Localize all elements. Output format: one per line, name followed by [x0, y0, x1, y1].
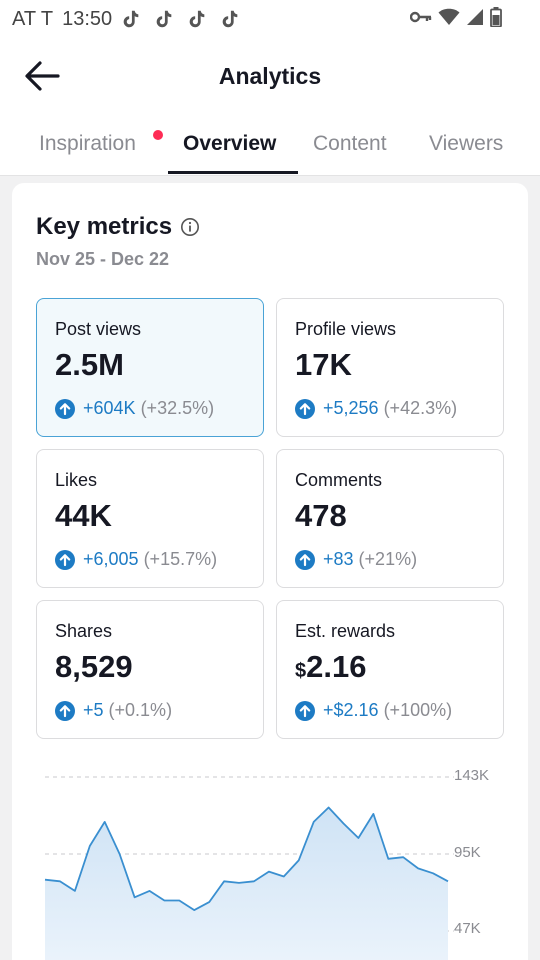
chart-svg [44, 776, 454, 960]
metric-value: 17K [295, 347, 352, 382]
tiktok-icon [189, 10, 205, 28]
metric-card-comments[interactable]: Comments 478 +83 (+21%) [276, 449, 504, 588]
info-icon[interactable] [180, 217, 200, 237]
tab-content[interactable]: Content [313, 132, 387, 155]
metric-card-likes[interactable]: Likes 44K +6,005 (+15.7%) [36, 449, 264, 588]
tab-viewers[interactable]: Viewers [429, 132, 504, 155]
metric-change: +604K (+32.5%) [55, 398, 214, 419]
metric-delta: +5,256 [323, 398, 379, 418]
arrow-up-circle-icon [295, 700, 315, 721]
tab-bar: Inspiration Overview Content Viewers [0, 120, 540, 176]
wifi-icon [438, 8, 460, 31]
metric-card-shares[interactable]: Shares 8,529 +5 (+0.1%) [36, 600, 264, 739]
chart-line [44, 806, 449, 911]
metric-value: 478 [295, 498, 347, 533]
metric-percent: (+15.7%) [143, 549, 218, 569]
metric-label: Shares [55, 621, 113, 641]
post-views-chart: 143K 95K 47K [12, 763, 528, 960]
arrow-up-circle-icon [295, 549, 315, 570]
tiktok-icon [156, 10, 172, 28]
metric-label: Post views [55, 319, 142, 339]
y-tick-label: 95K [454, 844, 481, 861]
metric-value: 2.5M [55, 347, 124, 382]
section-header: Key metrics [36, 213, 200, 241]
metric-percent: (+42.3%) [383, 398, 458, 418]
app-header-area: AT T 13:50 Analytics [0, 0, 540, 176]
metric-label: Likes [55, 470, 98, 490]
key-metrics-card: Key metrics Nov 25 - Dec 22 Post views 2… [12, 183, 528, 960]
clock: 13:50 [62, 7, 113, 30]
tab-inspiration[interactable]: Inspiration [39, 132, 136, 155]
metric-percent: (+0.1%) [108, 700, 173, 720]
status-right [404, 6, 502, 32]
metric-delta: +6,005 [83, 549, 139, 569]
tab-overview[interactable]: Overview [183, 132, 277, 155]
battery-icon [490, 6, 502, 32]
arrow-up-circle-icon [55, 549, 75, 570]
metric-change: +$2.16 (+100%) [295, 700, 452, 721]
metric-change: +5,256 (+42.3%) [295, 398, 457, 419]
metric-change: +6,005 (+15.7%) [55, 549, 217, 570]
metric-value: 8,529 [55, 649, 133, 684]
metric-card-post-views[interactable]: Post views 2.5M +604K (+32.5%) [36, 298, 264, 437]
page-title: Analytics [218, 63, 322, 89]
nav-bar: Analytics [0, 50, 540, 102]
arrow-up-circle-icon [55, 398, 75, 419]
metric-card-profile-views[interactable]: Profile views 17K +5,256 (+42.3%) [276, 298, 504, 437]
notification-dot [153, 130, 163, 140]
carrier-label: AT T [12, 7, 54, 30]
metric-percent: (+100%) [383, 700, 453, 720]
y-tick-label: 47K [454, 920, 481, 937]
key-icon [409, 10, 432, 29]
back-arrow-icon[interactable] [22, 58, 62, 94]
metric-change: +83 (+21%) [295, 549, 417, 570]
metric-change: +5 (+0.1%) [55, 700, 172, 721]
arrow-up-circle-icon [55, 700, 75, 721]
active-tab-indicator [168, 171, 298, 174]
chart-area [45, 807, 448, 960]
tiktok-icon [222, 10, 238, 28]
metric-value: 44K [55, 498, 112, 533]
metric-value: $2.16 [295, 649, 366, 685]
metric-delta: +5 [83, 700, 104, 720]
metric-label: Profile views [295, 319, 397, 339]
y-tick-label: 143K [454, 767, 490, 784]
metric-value-number: 2.16 [306, 649, 367, 684]
section-title: Key metrics [36, 213, 173, 240]
metric-delta: +$2.16 [323, 700, 379, 720]
arrow-up-circle-icon [295, 398, 315, 419]
currency-symbol: $ [295, 660, 307, 682]
tiktok-icon [123, 10, 139, 28]
metric-percent: (+32.5%) [140, 398, 215, 418]
status-bar: AT T 13:50 [0, 0, 540, 38]
status-left: AT T 13:50 [12, 6, 252, 32]
metric-percent: (+21%) [358, 549, 418, 569]
metric-delta: +604K [83, 398, 136, 418]
metric-card-est-rewards[interactable]: Est. rewards $2.16 +$2.16 (+100%) [276, 600, 504, 739]
signal-icon [466, 8, 484, 31]
metric-label: Est. rewards [295, 621, 396, 641]
metric-delta: +83 [323, 549, 354, 569]
date-range: Nov 25 - Dec 22 [36, 249, 170, 269]
metric-label: Comments [295, 470, 383, 490]
